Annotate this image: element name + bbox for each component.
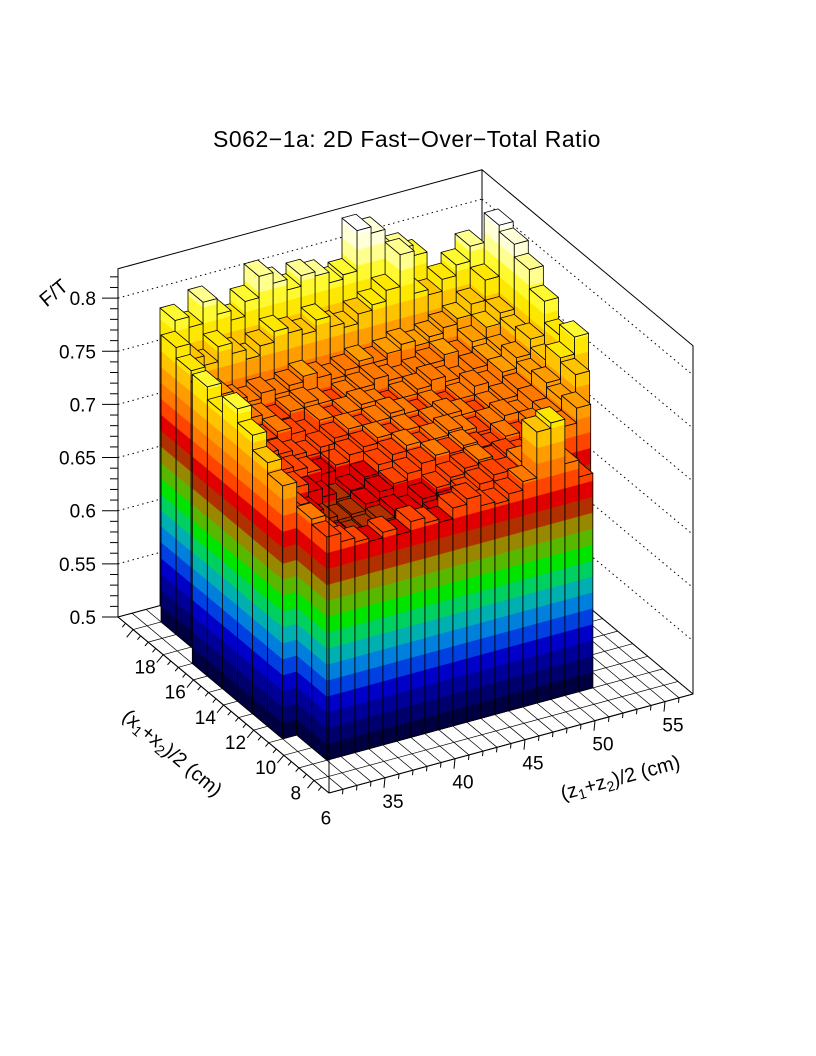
tick-label: 12 xyxy=(225,733,246,754)
tick-label: 50 xyxy=(592,735,613,756)
tick-label: 16 xyxy=(165,683,186,704)
tick-label: 0.8 xyxy=(70,289,96,310)
tick-label: 55 xyxy=(662,716,683,737)
z-axis-title: F/T xyxy=(36,275,73,311)
tick-label: 0.7 xyxy=(70,395,96,416)
y-axis: 68 10 12 14 16 18 xyxy=(121,622,332,829)
tick-label: 35 xyxy=(382,792,403,813)
tick-label: 14 xyxy=(195,708,217,729)
x-axis: 35 40 45 50 55 xyxy=(342,697,684,813)
tick-label: 0.55 xyxy=(59,555,96,576)
plot-title: S062−1a: 2D Fast−Over−Total Ratio xyxy=(213,126,601,152)
tick-label: 0.6 xyxy=(70,502,96,523)
lego-bar xyxy=(311,520,342,761)
lego-bar xyxy=(267,469,298,740)
tick-label: 18 xyxy=(135,658,156,679)
lego-bars xyxy=(159,208,594,761)
tick-label: 8 xyxy=(290,783,301,804)
tick-label: 0.5 xyxy=(70,608,96,629)
tick-label: 10 xyxy=(255,758,276,779)
z-axis: 0.5 0.55 0.6 0.65 0.7 0.75 0.8 xyxy=(59,276,119,629)
x-axis-title: (z1​+z2​)/2 (cm) xyxy=(558,751,683,806)
tick-label: 6 xyxy=(321,808,332,829)
tick-label: 0.65 xyxy=(59,449,96,470)
tick-label: 45 xyxy=(522,754,543,775)
tick-label: 0.75 xyxy=(59,342,96,363)
tick-label: 40 xyxy=(452,773,473,794)
